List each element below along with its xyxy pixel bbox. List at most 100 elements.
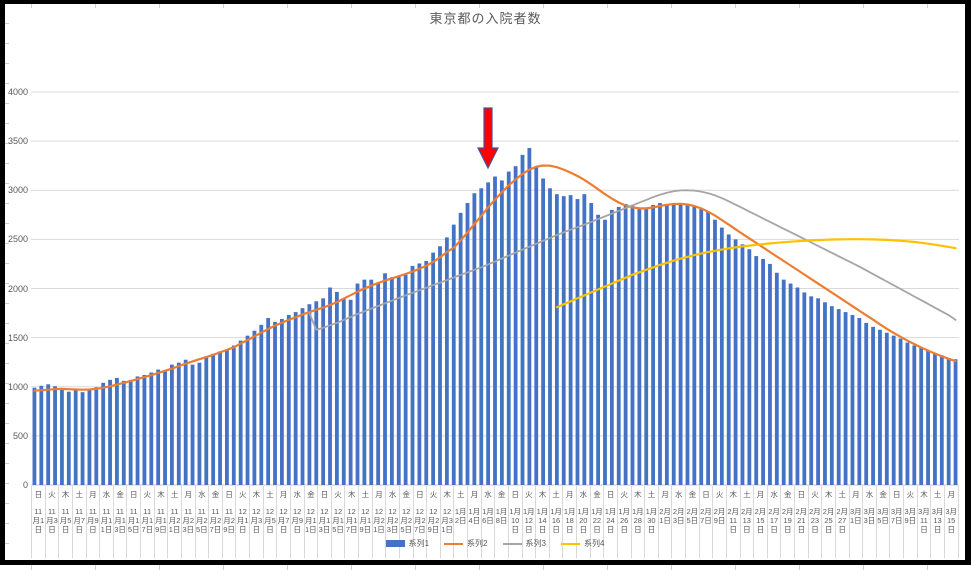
x-tick-11月21日: 土 11月21日 [168,486,182,558]
y-tick-3500: 3500 [7,136,28,147]
line-series-系列3[interactable] [308,189,957,331]
x-tick-11月27日: 金 11月27日 [209,486,223,558]
x-tick-1月28日: 木 1月28日 [632,486,646,558]
x-tick-2月15日: 月 2月15日 [754,486,768,558]
legend-item-系列4[interactable]: 系列4 [560,538,605,549]
x-tick-11月5日: 木 11月5日 [59,486,73,558]
x-tick-12月7日: 月 12月7日 [277,486,291,558]
y-tick-1000: 1000 [7,381,28,392]
x-tick-3月3日: 水 3月3日 [863,486,877,558]
legend-item-系列2[interactable]: 系列2 [444,538,488,549]
red-arrow-annotation[interactable] [475,106,501,172]
legend-label: 系列3 [525,539,546,548]
legend-label: 系列2 [467,539,488,548]
x-tick-12月21日: 月 12月21日 [373,486,387,558]
x-tick-2月19日: 金 2月19日 [781,486,795,558]
x-tick-3月1日: 月 3月1日 [850,486,864,558]
x-tick-11月3日: 火 11月3日 [46,486,60,558]
y-tick-500: 500 [12,430,28,441]
x-tick-3月11日: 木 3月11日 [918,486,932,558]
x-tick-1月24日: 日 1月24日 [604,486,618,558]
x-tick-3月13日: 土 3月13日 [931,486,945,558]
x-tick-11月19日: 木 11月19日 [155,486,169,558]
legend-swatch-系列1 [385,540,405,547]
x-tick-3月7日: 日 3月7日 [890,486,904,558]
x-tick-2月3日: 水 2月3日 [672,486,686,558]
x-tick-12月13日: 日 12月13日 [318,486,332,558]
x-tick-12月1日: 火 12月1日 [236,486,250,558]
x-tick-11月15日: 日 11月15日 [127,486,141,558]
x-tick-12月5日: 土 12月5日 [264,486,278,558]
x-tick-12月25日: 金 12月25日 [400,486,414,558]
x-tick-2月7日: 日 2月7日 [700,486,714,558]
x-tick-1月4日: 月 1月4日 [468,486,482,558]
x-tick-2月25日: 木 2月25日 [822,486,836,558]
x-tick-2月9日: 火 2月9日 [713,486,727,558]
x-tick-1月16日: 土 1月16日 [550,486,564,558]
x-tick-1月26日: 火 1月26日 [618,486,632,558]
x-tick-12月27日: 日 12月27日 [414,486,428,558]
x-tick-1月8日: 金 1月8日 [495,486,509,558]
y-tick-3000: 3000 [7,185,28,196]
y-tick-1500: 1500 [7,332,28,343]
x-tick-2月27日: 土 2月27日 [836,486,850,558]
x-tick-2月21日: 日 2月21日 [795,486,809,558]
x-tick-11月23日: 月 11月23日 [182,486,196,558]
x-tick-1月2日: 土 1月2日 [454,486,468,558]
bar-series-系列1[interactable] [32,148,958,486]
x-tick-12月3日: 木 12月3日 [250,486,264,558]
legend-label: 系列1 [408,539,430,548]
y-tick-2000: 2000 [7,283,28,294]
x-tick-11月7日: 土 11月7日 [73,486,87,558]
chart-legend: 系列1 系列2 系列3 系列4 [31,538,959,549]
x-tick-2月17日: 水 2月17日 [768,486,782,558]
x-tick-2月11日: 木 2月11日 [727,486,741,558]
y-tick-2500: 2500 [7,234,28,245]
x-tick-3月15日: 月 3月15日 [945,486,959,558]
x-tick-12月23日: 水 12月23日 [386,486,400,558]
x-tick-12月29日: 火 12月29日 [427,486,441,558]
x-tick-11月13日: 金 11月13日 [114,486,128,558]
x-tick-1月30日: 土 1月30日 [645,486,659,558]
x-tick-1月12日: 火 1月12日 [523,486,537,558]
x-tick-11月11日: 水 11月11日 [100,486,114,558]
x-tick-12月9日: 水 12月9日 [291,486,305,558]
x-tick-11月1日: 日 11月1日 [32,486,46,558]
legend-item-系列3[interactable]: 系列3 [502,538,546,549]
legend-swatch-系列3 [502,542,522,545]
x-tick-12月11日: 金 12月11日 [305,486,319,558]
x-tick-1月22日: 金 1月22日 [591,486,605,558]
x-tick-12月17日: 木 12月17日 [345,486,359,558]
line-series-系列2[interactable] [33,164,957,392]
x-tick-11月25日: 水 11月25日 [196,486,210,558]
x-tick-11月9日: 月 11月9日 [87,486,101,558]
x-tick-11月29日: 日 11月29日 [223,486,237,558]
chart-title: 東京都の入院者数 [429,11,542,26]
x-tick-1月10日: 日 1月10日 [509,486,523,558]
plot-area[interactable] [31,91,959,486]
x-tick-2月1日: 月 2月1日 [659,486,673,558]
x-tick-11月17日: 火 11月17日 [141,486,155,558]
spreadsheet-grid-sliver-bottom [5,565,965,570]
frame-border-left [0,0,5,565]
x-tick-1月18日: 月 1月18日 [563,486,577,558]
x-tick-1月20日: 水 1月20日 [577,486,591,558]
x-tick-2月5日: 金 2月5日 [686,486,700,558]
x-tick-2月23日: 火 2月23日 [809,486,823,558]
y-tick-4000: 4000 [7,87,28,97]
x-tick-12月31日: 木 12月31日 [441,486,455,558]
frame-border-top [0,0,971,4]
legend-item-系列1[interactable]: 系列1 [385,538,430,549]
x-tick-3月9日: 火 3月9日 [904,486,918,558]
line-series-系列4[interactable] [555,238,957,309]
frame-border-right [965,0,971,565]
x-tick-12月19日: 土 12月19日 [359,486,373,558]
x-axis-labels: 日 11月1日火 11月3日木 11月5日土 11月7日月 11月9日水 11月11日金 11… [31,486,959,558]
legend-label: 系列4 [583,539,605,548]
frame-border-bottom [0,560,971,565]
x-tick-2月13日: 土 2月13日 [741,486,755,558]
y-tick-0: 0 [22,480,28,490]
legend-swatch-系列4 [560,542,580,545]
x-tick-1月6日: 水 1月6日 [482,486,496,558]
